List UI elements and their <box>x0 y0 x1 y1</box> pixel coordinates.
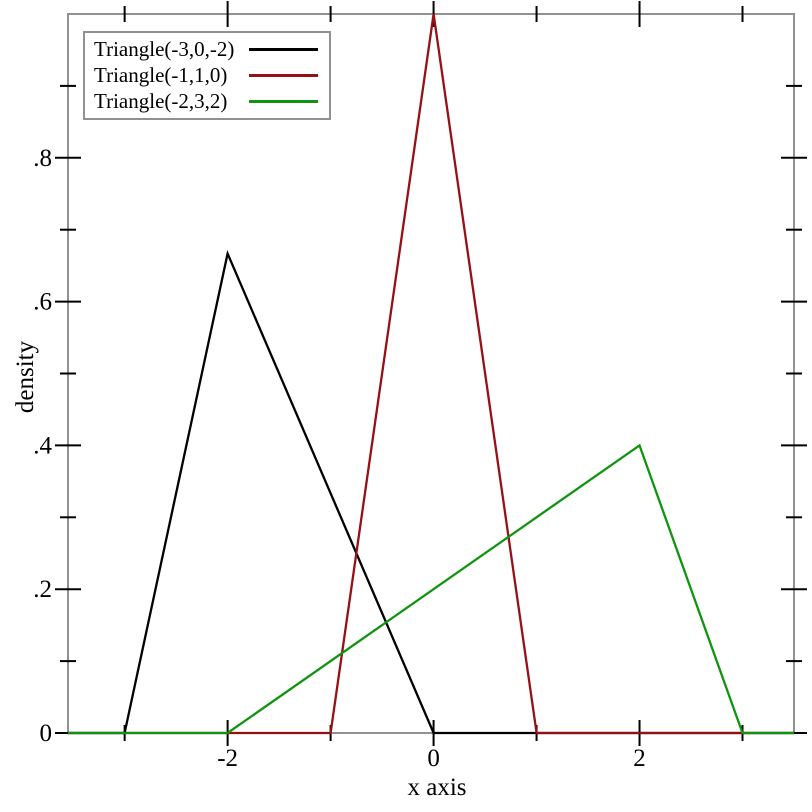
y-tick-label: .6 <box>33 289 52 316</box>
legend-line-swatch-black <box>249 47 318 51</box>
legend-line-swatch-green <box>249 100 318 104</box>
legend-line-swatch-darkred <box>249 73 318 77</box>
y-tick-label: 0 <box>40 720 53 747</box>
density-line-0 <box>68 249 794 735</box>
y-axis-label: density <box>12 340 39 414</box>
density-line-1 <box>68 13 794 735</box>
legend-label: Triangle(-3,0,-2) <box>94 36 235 61</box>
legend-entry: Triangle(-1,1,0) <box>94 62 318 87</box>
legend-label: Triangle(-1,1,0) <box>94 62 228 87</box>
legend-entry: Triangle(-2,3,2) <box>94 91 318 112</box>
x-tick-label: -2 <box>217 745 238 772</box>
y-tick-label: .4 <box>33 432 52 459</box>
x-tick-label: 2 <box>633 745 646 772</box>
density-line-2 <box>68 443 794 735</box>
legend-entry: Triangle(-3,0,-2) <box>94 36 318 61</box>
x-tick-label: 0 <box>427 745 440 772</box>
y-tick-label: .2 <box>33 576 52 603</box>
x-axis-label: x axis <box>407 774 467 801</box>
legend: Triangle(-3,0,-2) Triangle(-1,1,0) Trian… <box>83 31 331 120</box>
y-tick-label: .8 <box>33 145 52 172</box>
legend-label: Triangle(-2,3,2) <box>94 89 228 114</box>
plot-frame <box>67 13 795 734</box>
